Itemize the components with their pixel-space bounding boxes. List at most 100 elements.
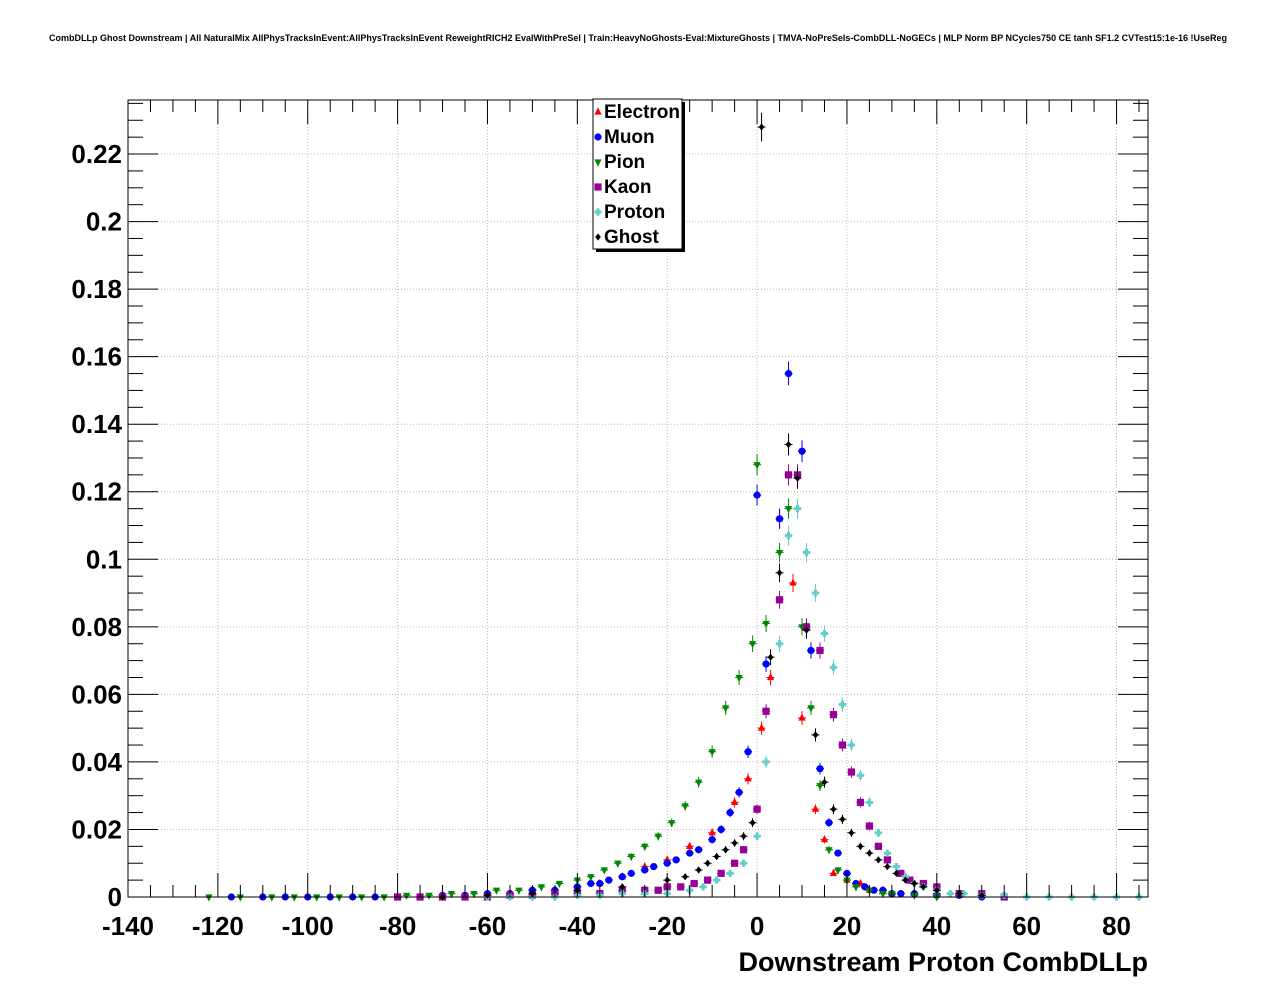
pion-point <box>879 891 887 899</box>
y-tick-label: 0.22 <box>71 139 122 169</box>
pion-point <box>681 803 689 811</box>
proton-point <box>838 700 847 709</box>
y-tick-label: 0.1 <box>86 544 122 574</box>
kaon-point <box>838 741 847 749</box>
proton-point <box>829 663 838 671</box>
pion-point <box>425 892 433 900</box>
ghost-point <box>911 879 918 888</box>
pion-point <box>816 782 824 791</box>
ghost-point <box>794 474 801 482</box>
electron-point <box>686 841 694 849</box>
pion-point <box>852 884 860 892</box>
muon-point <box>663 859 671 867</box>
chart-title: CombDLLp Ghost Downstream | All NaturalM… <box>49 33 1227 43</box>
y-tick-label: 0 <box>108 882 122 912</box>
x-tick-label: -40 <box>559 911 597 941</box>
muon-point <box>816 765 824 773</box>
proton-point <box>865 798 874 807</box>
electron-point <box>731 797 739 806</box>
proton-point <box>793 505 802 513</box>
pion-point <box>600 867 608 875</box>
muon-point <box>627 869 635 877</box>
legend-label: Proton <box>604 202 665 223</box>
proton-point <box>784 532 793 540</box>
muon-point <box>650 863 658 871</box>
y-tick-label: 0.12 <box>71 477 122 507</box>
series-ghost <box>438 112 986 901</box>
proton-point <box>847 741 856 749</box>
muon-point <box>762 660 770 668</box>
x-tick-label: -60 <box>469 911 507 941</box>
electron-point <box>798 713 806 721</box>
kaon-point <box>829 711 838 719</box>
proton-point <box>874 829 882 837</box>
legend-label: Electron <box>604 102 680 123</box>
kaon-point <box>816 646 824 655</box>
legend-entry-kaon: Kaon <box>594 177 652 198</box>
muon-point <box>641 866 649 874</box>
proton-point <box>726 869 734 877</box>
legend-label: Kaon <box>604 177 652 198</box>
electron-point <box>789 578 797 586</box>
ghost-point <box>857 842 864 850</box>
muon-point <box>834 849 842 857</box>
kaon-point <box>677 883 685 891</box>
muon-point <box>775 515 784 523</box>
kaon-point <box>847 768 856 776</box>
muon-point <box>618 873 626 881</box>
muon-point <box>596 879 604 888</box>
ghost-point <box>776 569 783 577</box>
muon-point <box>717 825 725 834</box>
pion-point <box>335 894 343 902</box>
proton-point <box>699 883 707 891</box>
legend-marker <box>594 133 602 141</box>
muon-point <box>735 788 743 796</box>
kaon-point <box>704 876 712 884</box>
legend-marker <box>594 107 602 115</box>
x-tick-label: 60 <box>1012 911 1041 941</box>
y-tick-label: 0.18 <box>71 274 122 304</box>
y-tick-label: 0.2 <box>86 207 122 237</box>
series-muon <box>227 361 986 901</box>
muon-point <box>744 748 752 756</box>
legend-marker <box>594 183 602 191</box>
muon-point <box>686 849 694 857</box>
kaon-point <box>654 886 662 894</box>
kaon-point <box>897 869 905 877</box>
ghost-point <box>722 846 729 854</box>
y-tick-label: 0.16 <box>71 342 122 372</box>
pion-point <box>933 894 941 902</box>
kaon-point <box>690 879 698 888</box>
pion-point <box>313 894 321 902</box>
pion-point <box>708 749 716 757</box>
pion-point <box>470 891 478 899</box>
pion-point <box>825 847 833 855</box>
legend-entry-pion: Pion <box>594 152 645 173</box>
muon-point <box>798 447 806 455</box>
x-tick-label: 80 <box>1102 911 1131 941</box>
x-tick-label: 40 <box>922 911 951 941</box>
proton-point <box>811 589 820 597</box>
ghost-point <box>758 123 765 131</box>
pion-point <box>784 506 793 514</box>
legend-entry-ghost: Ghost <box>595 227 660 248</box>
pion-point <box>762 620 770 629</box>
series-kaon <box>393 464 1009 901</box>
legend-entry-muon: Muon <box>594 127 655 148</box>
pion-point <box>614 860 622 868</box>
pion-point <box>268 894 276 902</box>
legend-label: Ghost <box>604 227 660 248</box>
ghost-point <box>812 731 819 739</box>
muon-point <box>897 890 905 898</box>
muon-point <box>784 369 793 378</box>
pion-point <box>555 880 563 889</box>
ghost-point <box>902 876 909 884</box>
y-tick-label: 0.08 <box>71 612 122 642</box>
ghost-point <box>785 440 792 449</box>
x-tick-label: -80 <box>379 911 417 941</box>
ghost-point <box>704 859 711 867</box>
pion-point <box>668 820 676 828</box>
kaon-point <box>865 822 874 830</box>
pion-point <box>380 894 388 902</box>
proton-point <box>960 890 968 898</box>
